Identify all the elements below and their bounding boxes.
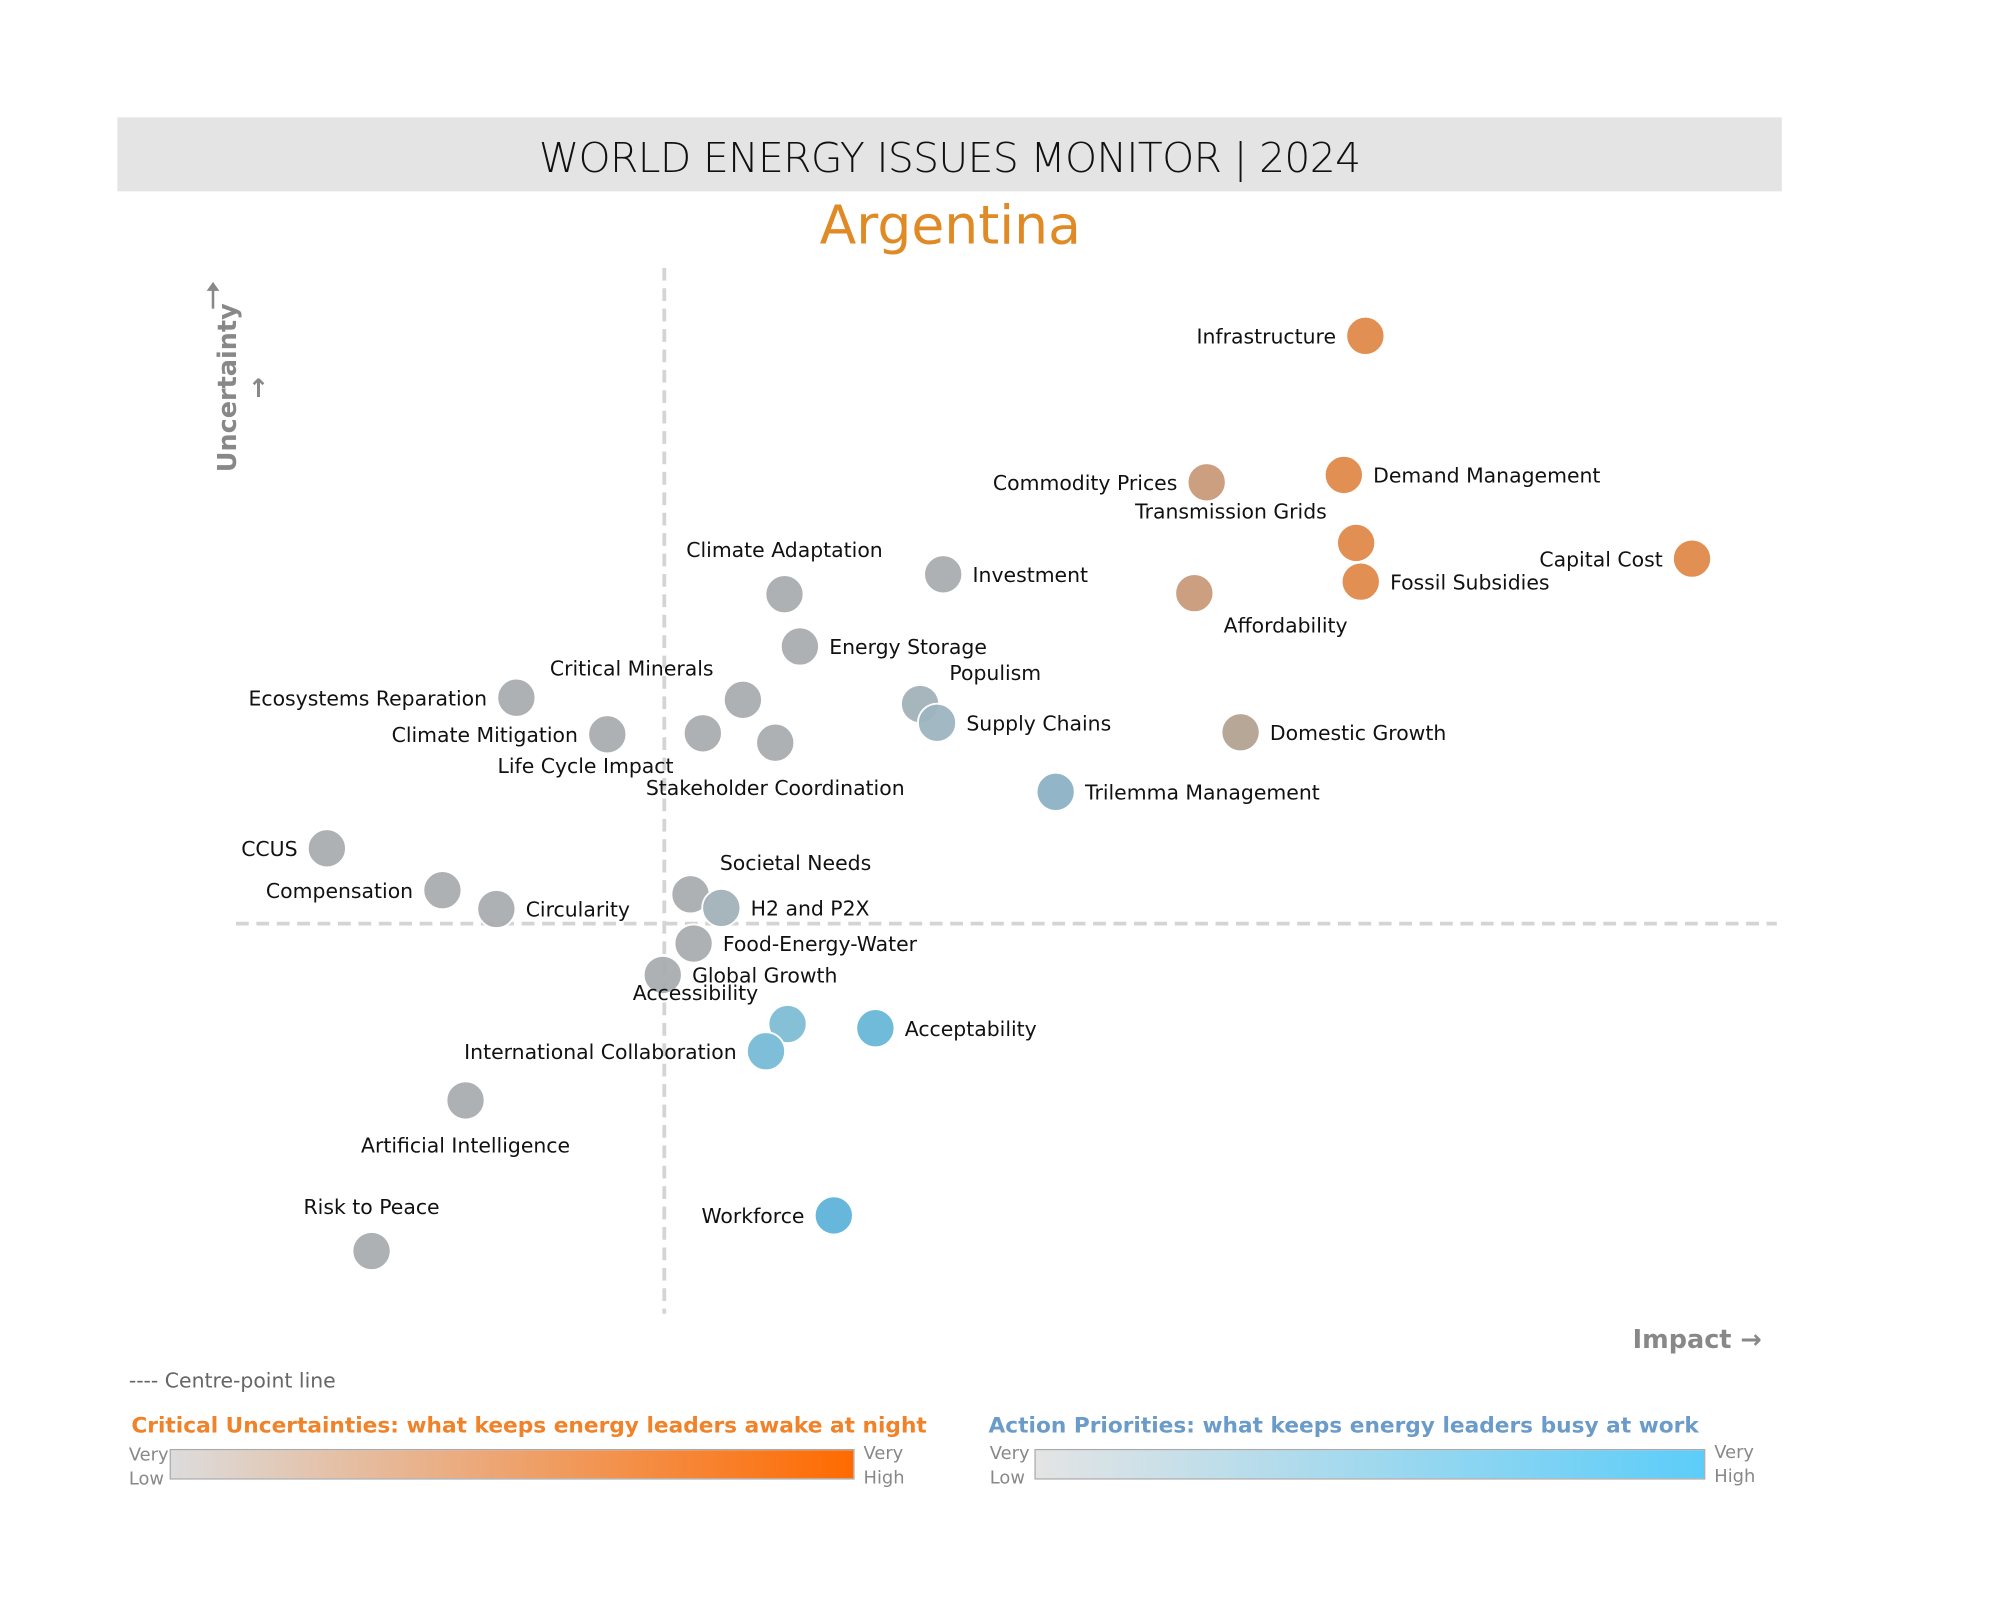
data-point-label: Workforce [701, 1204, 804, 1228]
data-point [673, 923, 714, 964]
data-point-label: Trilemma Management [1084, 781, 1320, 805]
country-title: Argentina [819, 193, 1081, 257]
data-point-label: Domestic Growth [1270, 721, 1446, 745]
data-point [682, 713, 723, 754]
data-point-label: Accessibility [633, 981, 758, 1005]
action-low-label: Very Low [989, 1443, 1030, 1489]
data-point-label: Climate Adaptation [686, 538, 882, 562]
data-point-label: Critical Minerals [550, 657, 714, 681]
data-point-label: CCUS [241, 837, 297, 861]
data-point-label: Artificial Intelligence [361, 1134, 570, 1158]
data-point [1345, 315, 1386, 356]
data-point-label: Infrastructure [1197, 324, 1337, 348]
data-point [1035, 771, 1076, 812]
x-axis-label: Impact → [1632, 1323, 1762, 1355]
centre-line-legend: ---- Centre-point line [128, 1368, 336, 1393]
report-title: WORLD ENERGY ISSUES MONITOR | 2024 [117, 117, 1782, 192]
data-point-label: Affordability [1224, 614, 1348, 638]
data-point [1220, 712, 1261, 753]
data-point-label: Life Cycle Impact [498, 754, 674, 778]
data-point-label: H2 and P2X [751, 897, 870, 921]
data-point-label: Investment [973, 563, 1089, 587]
data-point [351, 1230, 392, 1272]
data-point [916, 702, 958, 743]
data-point [1186, 462, 1227, 503]
data-point [476, 888, 517, 930]
data-point [1174, 573, 1215, 614]
data-point-label: Demand Management [1373, 464, 1600, 488]
critical-low-label: Very Low [128, 1445, 169, 1490]
data-point-label: Commodity Prices [993, 471, 1177, 495]
data-point [779, 626, 820, 667]
data-point [445, 1080, 486, 1121]
critical-gradient-bar [169, 1448, 855, 1480]
data-point [306, 828, 347, 869]
data-point [764, 574, 805, 615]
data-point-label: Societal Needs [720, 851, 871, 875]
data-point-label: Supply Chains [966, 711, 1111, 735]
data-point [587, 714, 628, 755]
data-point-label: Populism [949, 661, 1041, 685]
data-point [1671, 538, 1713, 579]
data-point-label: Energy Storage [829, 635, 987, 659]
data-point-label: Acceptability [905, 1017, 1037, 1041]
data-point [722, 679, 763, 720]
critical-uncertainties-title: Critical Uncertainties: what keeps energ… [131, 1413, 927, 1439]
data-point [813, 1195, 854, 1236]
data-point [855, 1008, 896, 1049]
data-point [422, 870, 463, 911]
data-point-label: Stakeholder Coordination [646, 776, 905, 800]
data-point-label: Risk to Peace [304, 1195, 440, 1219]
data-point [745, 1031, 787, 1072]
data-point [923, 554, 964, 595]
data-point [496, 677, 537, 718]
data-point-label: Ecosystems Reparation [248, 686, 487, 710]
data-point-label: Compensation [266, 879, 413, 903]
data-point-label: International Collaboration [464, 1040, 737, 1064]
data-point-label: Fossil Subsidies [1390, 570, 1549, 594]
data-point-label: Climate Mitigation [392, 723, 578, 747]
data-point [755, 722, 796, 763]
data-point-label: Transmission Grids [1134, 500, 1327, 524]
y-axis-arrowhead-icon [206, 281, 220, 291]
data-point-label: Global Growth [692, 964, 837, 988]
data-point [642, 954, 683, 995]
critical-high-label: Very High [863, 1443, 905, 1489]
action-gradient-bar [1034, 1448, 1706, 1480]
data-point [1336, 522, 1377, 564]
data-point-label: Food-Energy-Water [723, 932, 918, 956]
data-point [701, 887, 742, 929]
data-point [767, 1003, 808, 1045]
data-point [1323, 454, 1364, 496]
data-point-label: Capital Cost [1539, 547, 1662, 571]
action-high-label: Very High [1714, 1442, 1756, 1488]
data-point [1340, 561, 1381, 602]
action-priorities-title: Action Priorities: what keeps energy lea… [988, 1413, 1699, 1439]
data-point-label: Circularity [526, 898, 630, 922]
